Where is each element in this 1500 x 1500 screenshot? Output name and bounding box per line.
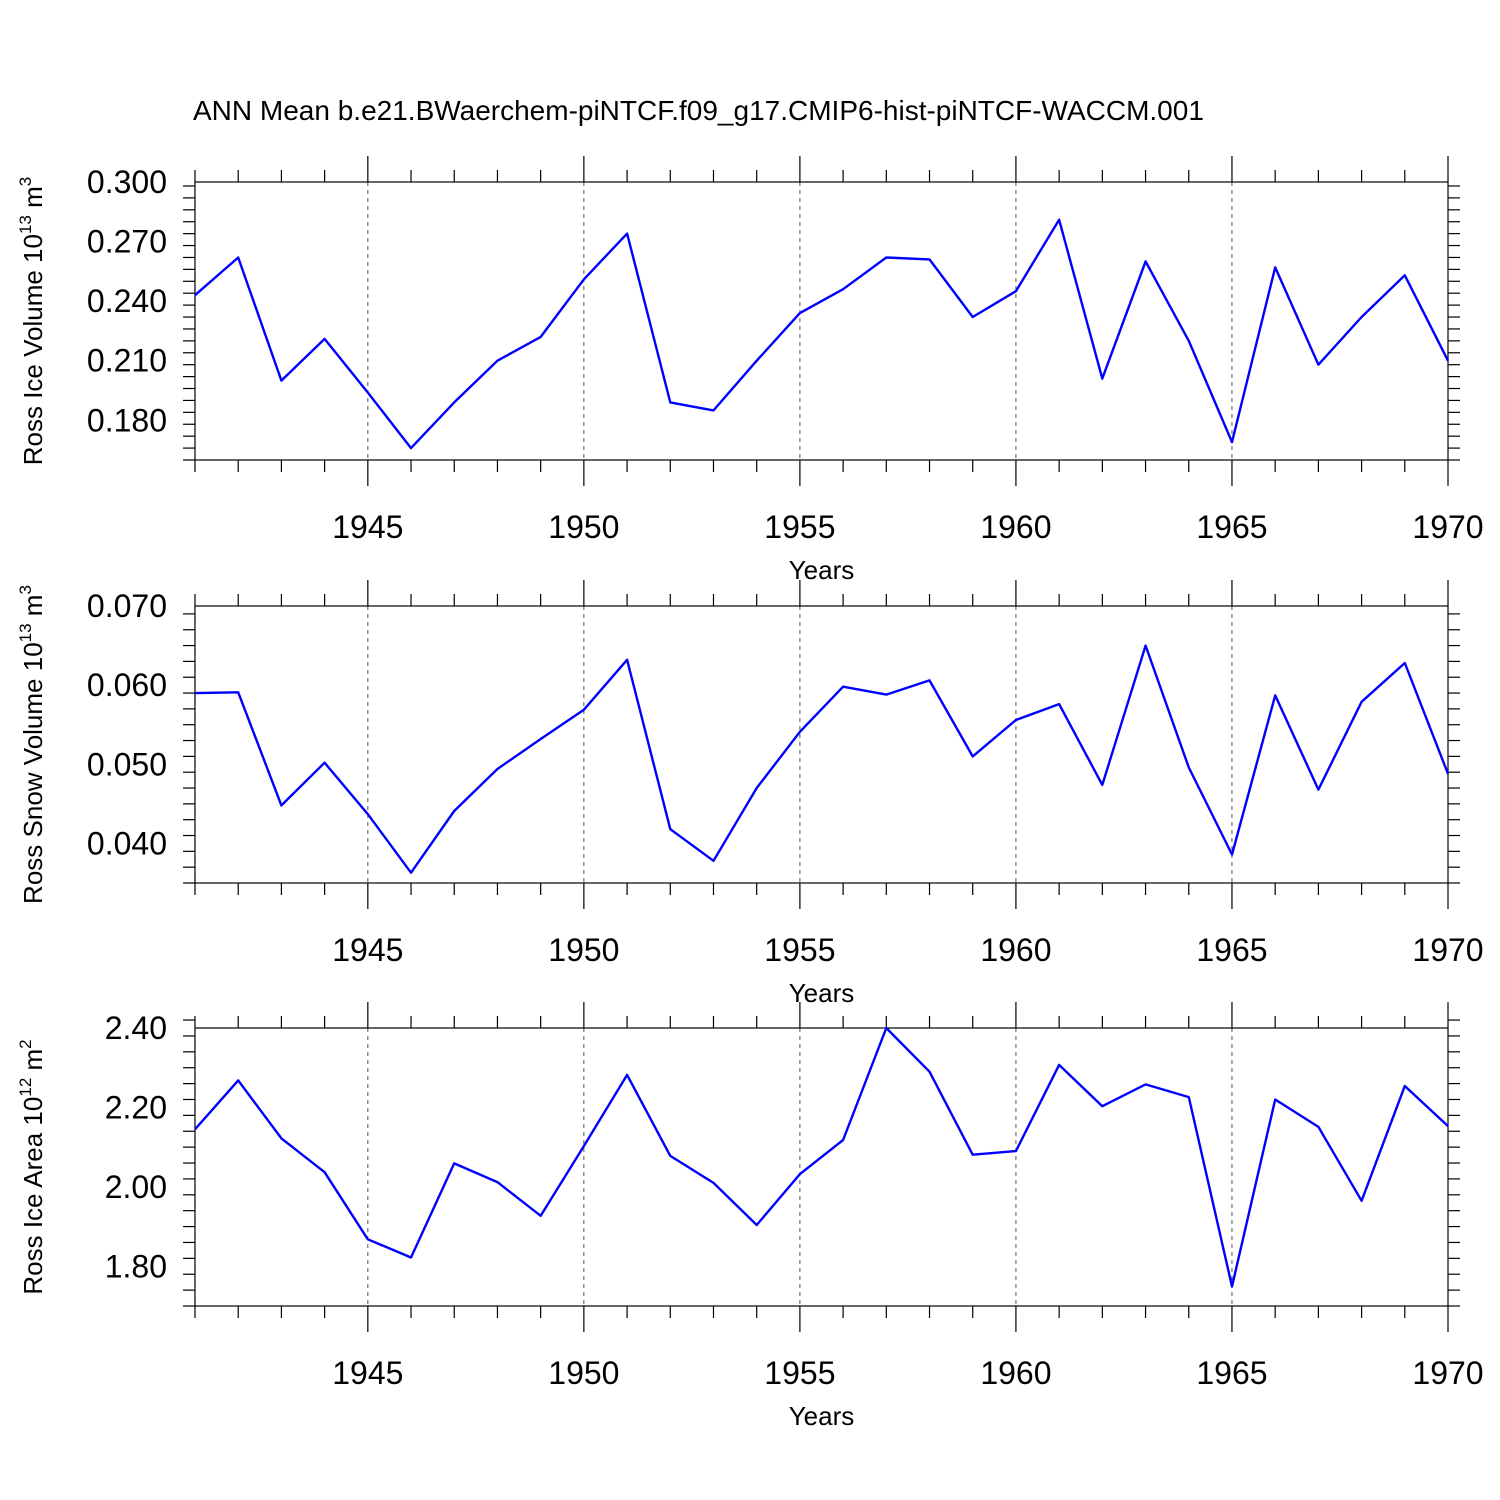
x-tick-label: 1960 [980, 1355, 1051, 1391]
plot-frame [194, 1027, 1449, 1307]
y-tick-label: 2.20 [105, 1089, 167, 1125]
x-tick-label: 1950 [548, 1355, 619, 1391]
x-tick-label: 1970 [1412, 1355, 1483, 1391]
panel-ice-volume: 0.180 0.210 0.240 0.270 0.300 1945 1950 1955 196… [16, 156, 1484, 585]
y-tick-label: 0.180 [87, 402, 167, 438]
plot-frame [194, 181, 1449, 461]
x-tick-label: 1965 [1196, 509, 1267, 545]
chart-title: ANN Mean b.e21.BWaerchem-piNTCF.f09_g17.… [193, 95, 1204, 126]
y-tick-label: 2.00 [105, 1169, 167, 1205]
y-tick-label: 0.060 [87, 667, 167, 703]
x-tick-label: 1950 [548, 932, 619, 968]
x-tick-label: 1965 [1196, 932, 1267, 968]
y-tick-label: 0.050 [87, 746, 167, 782]
x-tick-label: 1970 [1412, 932, 1483, 968]
x-tick-label: 1945 [332, 509, 403, 545]
x-tick-label: 1955 [764, 1355, 835, 1391]
x-tick-label: 1965 [1196, 1355, 1267, 1391]
y-tick-label: 0.270 [87, 224, 167, 260]
panel-ice-area: 1.80 2.00 2.20 2.40 1945 1950 1955 1960 1965 1970… [16, 1002, 1484, 1431]
y-tick-label: 0.210 [87, 343, 167, 379]
x-axis-label: Years [789, 978, 855, 1008]
y-tick-label: 2.40 [105, 1010, 167, 1046]
plot-frame [194, 605, 1449, 884]
x-axis-label: Years [789, 555, 855, 585]
y-axis-label: Ross Snow Volume 1013 m3 [16, 585, 48, 904]
x-tick-label: 1960 [980, 509, 1051, 545]
y-tick-label: 0.240 [87, 283, 167, 319]
series-line [194, 644, 1450, 874]
y-tick-label: 0.300 [87, 164, 167, 200]
x-axis-label: Years [789, 1401, 855, 1431]
y-tick-label: 0.070 [87, 588, 167, 624]
y-axis-label: Ross Ice Area 1012 m2 [16, 1039, 48, 1294]
y-tick-label: 0.040 [87, 825, 167, 861]
x-tick-label: 1945 [332, 1355, 403, 1391]
x-tick-label: 1960 [980, 932, 1051, 968]
series-line [194, 218, 1450, 450]
x-tick-label: 1945 [332, 932, 403, 968]
x-tick-label: 1955 [764, 509, 835, 545]
x-tick-label: 1950 [548, 509, 619, 545]
panel-snow-volume: 0.040 0.050 0.060 0.070 1945 1950 1955 1960 1965… [16, 580, 1484, 1008]
y-axis-label: Ross Ice Volume 1013 m3 [16, 177, 48, 466]
x-tick-label: 1970 [1412, 509, 1483, 545]
series-line [194, 1026, 1449, 1288]
y-tick-label: 1.80 [105, 1248, 167, 1284]
x-tick-label: 1955 [764, 932, 835, 968]
